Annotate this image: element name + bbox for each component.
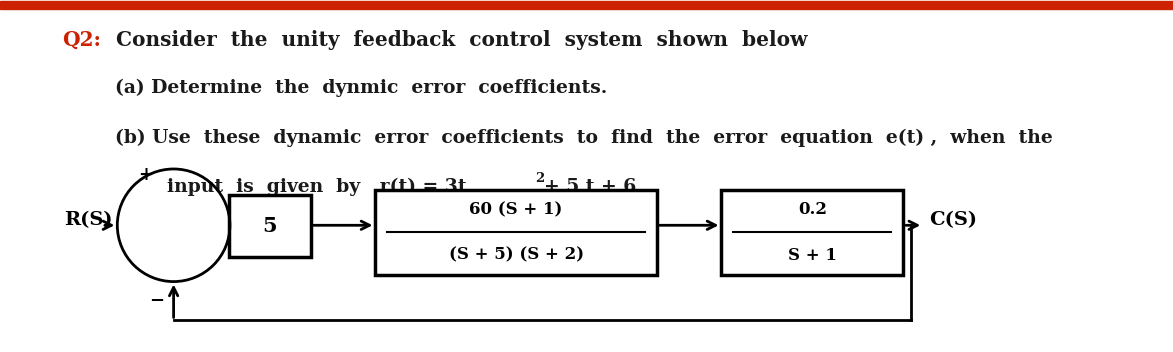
Bar [229,195,311,257]
Text: S + 1: S + 1 [788,247,836,264]
Text: 2: 2 [535,172,544,186]
Text: 60 (S + 1): 60 (S + 1) [469,201,563,218]
Text: +: + [138,165,152,184]
Text: (b) Use  these  dynamic  error  coefficients  to  find  the  error  equation  e(: (b) Use these dynamic error coefficients… [115,128,1052,147]
Text: (a) Determine  the  dynmic  error  coefficients.: (a) Determine the dynmic error coefficie… [115,79,608,98]
Bar [721,190,903,275]
Text: C(S): C(S) [929,211,977,229]
Bar [0,1,1173,9]
Text: −: − [149,292,164,310]
Text: + 5 t + 6  .: + 5 t + 6 . [544,178,656,196]
Text: 5: 5 [263,216,277,236]
Bar [375,190,657,275]
Text: 0.2: 0.2 [798,201,827,218]
Text: Consider  the  unity  feedback  control  system  shown  below: Consider the unity feedback control syst… [109,30,807,50]
Text: Q2:: Q2: [62,30,101,50]
Text: (S + 5) (S + 2): (S + 5) (S + 2) [448,247,584,264]
Text: R(S): R(S) [65,211,113,229]
Text: input  is  given  by   r(t) = 3t: input is given by r(t) = 3t [115,178,467,196]
